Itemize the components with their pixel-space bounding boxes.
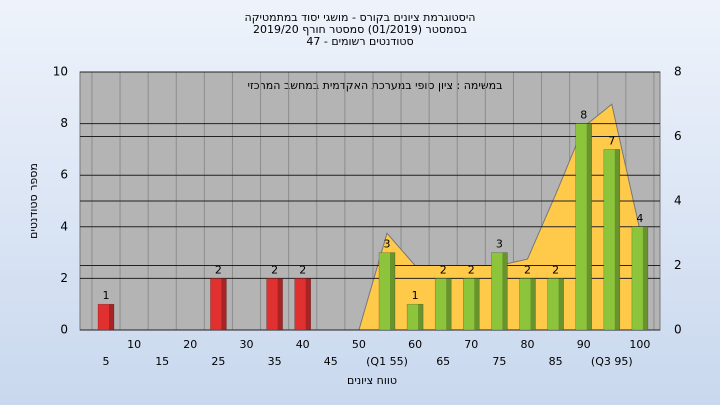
data-label: 1 bbox=[103, 289, 110, 302]
chart-title: היסטוגרמת ציונים בקורס - מושגי יסוד במתמ… bbox=[245, 11, 476, 24]
data-label: 8 bbox=[580, 109, 587, 122]
data-label: 2 bbox=[215, 263, 222, 276]
y-tick-label: 2 bbox=[60, 271, 68, 285]
bar-shade bbox=[502, 252, 508, 330]
data-label: 1 bbox=[412, 289, 419, 302]
x-tick-label: (Q3 95) bbox=[591, 355, 633, 368]
bar-shade bbox=[418, 304, 424, 330]
bar-shade bbox=[446, 278, 452, 330]
x-tick-label: 50 bbox=[352, 338, 366, 351]
bar-shade bbox=[530, 278, 536, 330]
x-tick-label: 45 bbox=[324, 355, 338, 368]
bar-shade bbox=[277, 278, 283, 330]
bar-shade bbox=[109, 304, 114, 330]
x-tick-label: 75 bbox=[492, 355, 506, 368]
subtitle: בסמסטר (01/2019) סמסטר חורף 2019/20 bbox=[253, 23, 467, 36]
bar-shade bbox=[586, 123, 592, 330]
x-tick-label: 5 bbox=[103, 355, 110, 368]
x-tick-label: 80 bbox=[521, 338, 535, 351]
bar bbox=[463, 278, 480, 331]
y-tick-label: 0 bbox=[60, 323, 68, 337]
bar bbox=[631, 226, 649, 331]
y-tick-label: 8 bbox=[60, 116, 68, 130]
y2-tick-label: 0 bbox=[674, 323, 682, 337]
bar bbox=[97, 303, 115, 331]
x-tick-label: 20 bbox=[183, 338, 197, 351]
x-tick-label: 40 bbox=[296, 338, 310, 351]
y-axis-label: מספר סטודנטים bbox=[27, 163, 40, 239]
y2-tick-label: 8 bbox=[674, 65, 682, 79]
bar bbox=[575, 123, 592, 331]
bar bbox=[294, 278, 311, 331]
x-tick-label: 25 bbox=[211, 355, 225, 368]
bar-shade bbox=[474, 278, 480, 330]
data-label: 2 bbox=[468, 263, 475, 276]
data-label: 2 bbox=[271, 263, 278, 276]
bar-shade bbox=[221, 278, 227, 330]
x-tick-label: 15 bbox=[155, 355, 169, 368]
bar bbox=[547, 278, 564, 331]
x-tick-label: 85 bbox=[549, 355, 563, 368]
bar-shade bbox=[558, 278, 564, 330]
x-tick-label: 10 bbox=[127, 338, 141, 351]
bar bbox=[491, 252, 508, 331]
bar bbox=[406, 303, 424, 331]
bar-shade bbox=[614, 149, 620, 330]
y-tick-label: 6 bbox=[60, 168, 68, 182]
x-tick-label: 60 bbox=[408, 338, 422, 351]
data-label: 2 bbox=[552, 263, 559, 276]
data-label: 3 bbox=[496, 238, 503, 251]
bar bbox=[266, 278, 283, 331]
x-tick-label: (Q1 55) bbox=[366, 355, 408, 368]
bar bbox=[603, 149, 621, 331]
subtitle: סטודנטים רשומים - 47 bbox=[306, 35, 413, 48]
data-label: 2 bbox=[440, 263, 447, 276]
y2-tick-label: 2 bbox=[674, 258, 682, 272]
y2-tick-label: 4 bbox=[674, 194, 682, 208]
x-tick-label: 70 bbox=[464, 338, 478, 351]
x-tick-label: 35 bbox=[268, 355, 282, 368]
bar-shade bbox=[642, 226, 648, 330]
x-tick-label: 30 bbox=[240, 338, 254, 351]
y-tick-label: 4 bbox=[60, 219, 68, 233]
x-axis-label: טווח ציונים bbox=[347, 374, 397, 387]
y2-tick-label: 6 bbox=[674, 129, 682, 143]
x-tick-label: 100 bbox=[629, 338, 650, 351]
data-label: 3 bbox=[384, 238, 391, 251]
data-label: 2 bbox=[299, 263, 306, 276]
data-label: 7 bbox=[608, 134, 615, 147]
bar bbox=[434, 278, 452, 331]
bar-shade bbox=[390, 252, 395, 330]
annotation: במשימה : ציון סופי במערכת האקדמית במחשב … bbox=[248, 79, 503, 92]
x-tick-label: 65 bbox=[436, 355, 450, 368]
bar bbox=[210, 278, 227, 331]
data-label: 4 bbox=[636, 212, 643, 225]
bar bbox=[519, 278, 536, 331]
x-tick-label: 90 bbox=[577, 338, 591, 351]
data-label: 2 bbox=[524, 263, 531, 276]
bar bbox=[378, 252, 396, 331]
y-tick-label: 10 bbox=[53, 65, 68, 79]
bar-shade bbox=[305, 278, 311, 330]
